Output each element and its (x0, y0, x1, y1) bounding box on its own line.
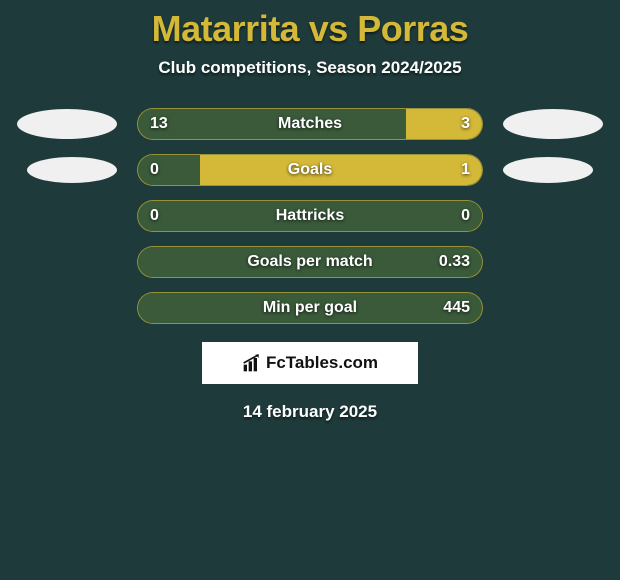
stat-value-right: 0.33 (439, 247, 470, 277)
bar-fill-right (138, 247, 482, 277)
spacer (17, 247, 117, 277)
brand-text: FcTables.com (266, 353, 378, 373)
stat-row: 0Hattricks0 (0, 200, 620, 232)
player-left-avatar (27, 157, 117, 183)
stat-bar: 0Hattricks0 (137, 200, 483, 232)
player-right-avatar (503, 157, 593, 183)
bar-fill-left (138, 109, 406, 139)
stat-bar: 0Goals1 (137, 154, 483, 186)
stat-value-left: 0 (150, 201, 159, 231)
stat-value-left: 13 (150, 109, 168, 139)
bar-fill-left (138, 201, 482, 231)
bar-fill-left (138, 155, 200, 185)
stat-value-left: 0 (150, 155, 159, 185)
stat-row: Goals per match0.33 (0, 246, 620, 278)
stat-value-right: 3 (461, 109, 470, 139)
brand-badge[interactable]: FcTables.com (202, 342, 418, 384)
stat-row: 0Goals1 (0, 154, 620, 186)
comparison-card: Matarrita vs Porras Club competitions, S… (0, 0, 620, 422)
bar-fill-right (406, 109, 482, 139)
subtitle: Club competitions, Season 2024/2025 (0, 58, 620, 78)
stat-bar: Goals per match0.33 (137, 246, 483, 278)
stat-value-right: 0 (461, 201, 470, 231)
stat-row: Min per goal445 (0, 292, 620, 324)
stat-value-right: 1 (461, 155, 470, 185)
player-right-avatar (503, 109, 603, 139)
date-label: 14 february 2025 (0, 402, 620, 422)
spacer (503, 293, 603, 323)
stat-bar: 13Matches3 (137, 108, 483, 140)
stat-value-right: 445 (443, 293, 470, 323)
spacer (503, 247, 603, 277)
bar-fill-right (138, 293, 482, 323)
stat-bar: Min per goal445 (137, 292, 483, 324)
page-title: Matarrita vs Porras (0, 8, 620, 50)
stat-row: 13Matches3 (0, 108, 620, 140)
spacer (17, 293, 117, 323)
spacer (17, 201, 117, 231)
stat-rows: 13Matches3 0Goals1 0Hattricks0 Goals per ma… (0, 108, 620, 324)
spacer (503, 201, 603, 231)
player-left-avatar (17, 109, 117, 139)
bar-chart-icon (242, 353, 262, 373)
bar-fill-right (200, 155, 482, 185)
